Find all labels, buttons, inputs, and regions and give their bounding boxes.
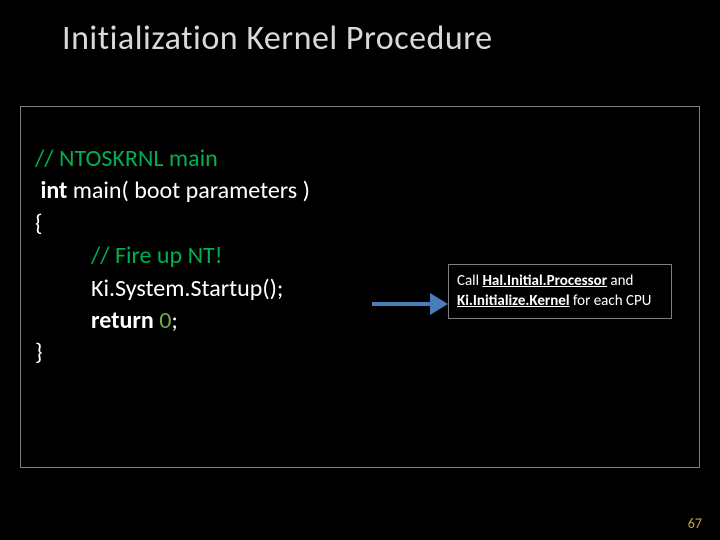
keyword-return: return	[91, 306, 154, 335]
code-rest: main( boot parameters )	[67, 176, 310, 205]
code-line-1: // NTOSKRNL main	[35, 143, 685, 175]
page-number: 67	[688, 515, 702, 532]
code-line-3: {	[35, 208, 685, 240]
slide-title: Initialization Kernel Procedure	[62, 18, 493, 59]
arrow-shaft	[372, 302, 434, 306]
arrow-head	[430, 293, 448, 315]
code-call: Ki.System.Startup();	[91, 274, 283, 303]
arrow-icon	[372, 293, 452, 315]
code-line-2: int main( boot parameters )	[35, 175, 685, 207]
slide: Initialization Kernel Procedure // NTOSK…	[0, 0, 720, 540]
callout-underline-2: Ki.Initialize.Kernel	[457, 292, 570, 310]
comment-text: // NTOSKRNL main	[35, 144, 218, 173]
code-semi: ;	[171, 306, 177, 335]
keyword-int: int	[40, 176, 67, 205]
callout-text: Call	[457, 272, 482, 290]
callout-text: and	[607, 272, 633, 290]
comment-text: // Fire up NT!	[91, 241, 223, 270]
callout-text: for each CPU	[570, 292, 652, 310]
code-line-7: }	[35, 337, 685, 369]
callout-underline-1: Hal.Initial.Processor	[482, 272, 607, 290]
number-zero: 0	[159, 306, 171, 335]
callout-box: Call Hal.Initial.Processor and Ki.Initia…	[448, 264, 672, 319]
